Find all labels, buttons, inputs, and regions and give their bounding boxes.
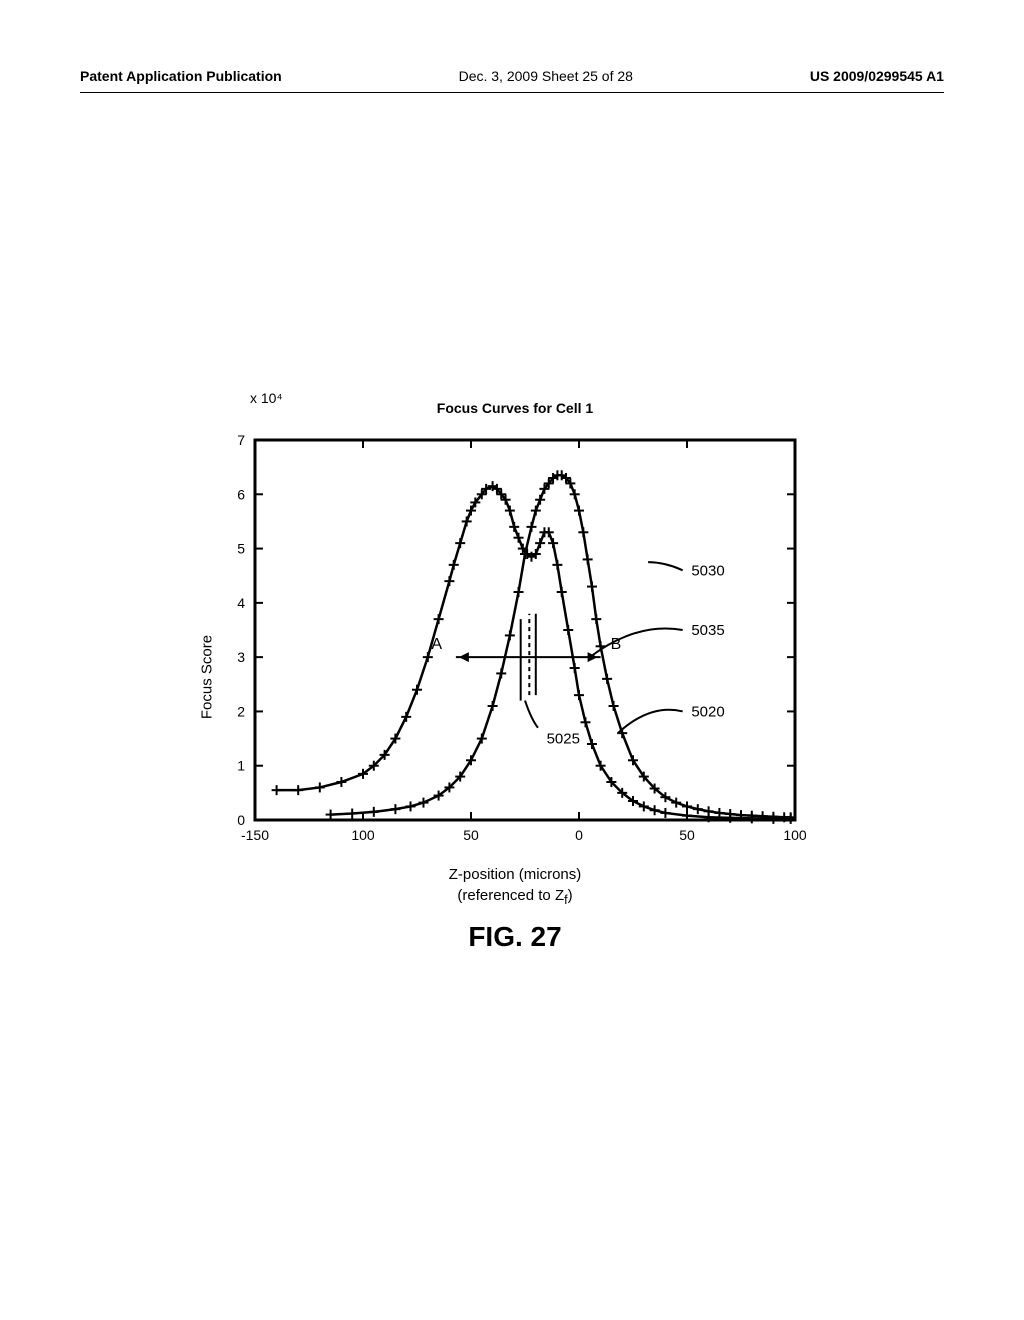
header-left: Patent Application Publication: [80, 68, 282, 84]
svg-text:5: 5: [237, 541, 245, 557]
y-axis-label: Focus Score: [199, 634, 216, 718]
x-axis-sublabel: (referenced to Zf): [195, 887, 835, 907]
svg-text:5030: 5030: [691, 562, 724, 579]
svg-text:7: 7: [237, 432, 245, 448]
svg-text:2: 2: [237, 703, 245, 719]
svg-text:50: 50: [679, 827, 695, 843]
svg-text:-150: -150: [241, 827, 269, 843]
svg-text:3: 3: [237, 649, 245, 665]
y-exponent: x 10⁴: [250, 390, 282, 406]
svg-text:4: 4: [237, 595, 245, 611]
figure-number: FIG. 27: [195, 921, 835, 953]
x-axis-label: Z-position (microns): [195, 866, 835, 883]
svg-text:A: A: [431, 636, 442, 653]
svg-text:50: 50: [463, 827, 479, 843]
svg-text:5035: 5035: [691, 622, 724, 639]
chart-title: Focus Curves for Cell 1: [195, 400, 835, 416]
page-header: Patent Application Publication Dec. 3, 2…: [0, 68, 1024, 84]
svg-text:6: 6: [237, 486, 245, 502]
svg-text:1: 1: [237, 758, 245, 774]
figure-container: Focus Curves for Cell 1 x 10⁴ Focus Scor…: [195, 400, 835, 953]
focus-curves-chart: -1501005005010001234567AB503050355020502…: [195, 420, 815, 860]
svg-text:5020: 5020: [691, 703, 724, 720]
header-rule: [80, 92, 944, 93]
svg-text:5025: 5025: [547, 731, 580, 748]
header-right: US 2009/0299545 A1: [810, 68, 944, 84]
svg-text:0: 0: [237, 812, 245, 828]
header-center: Dec. 3, 2009 Sheet 25 of 28: [459, 68, 633, 84]
svg-text:0: 0: [575, 827, 583, 843]
svg-text:100: 100: [783, 827, 807, 843]
svg-text:100: 100: [351, 827, 375, 843]
